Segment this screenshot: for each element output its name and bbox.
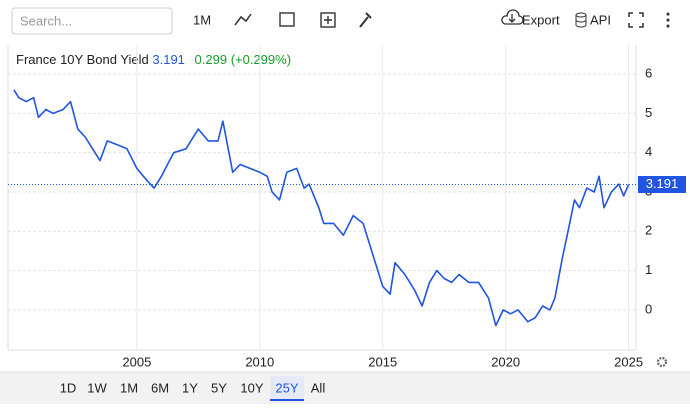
range-button[interactable]: 6M (151, 380, 169, 395)
y-tick-label: 1 (645, 262, 652, 277)
last-value-badge-label: 3.191 (646, 176, 679, 191)
api-icon-body (575, 15, 587, 28)
chart-header: France 10Y Bond Yield 3.191 0.299 (+0.29… (16, 52, 291, 67)
range-button[interactable]: 1W (87, 380, 107, 395)
search-box[interactable] (11, 7, 173, 35)
x-tick-label: 2015 (368, 354, 397, 369)
range-button[interactable]: 5Y (211, 380, 227, 395)
x-tick-label: 2005 (122, 354, 151, 369)
range-button[interactable]: 1Y (182, 380, 198, 395)
change: 0.299 (+0.299%) (195, 52, 291, 67)
search-placeholder: Search... (20, 13, 72, 28)
y-tick-label: 0 (645, 301, 652, 316)
y-tick-label: 2 (645, 223, 652, 238)
active-range-bg (270, 376, 304, 400)
chart-type-icon[interactable] (234, 13, 252, 26)
range-button[interactable]: 10Y (240, 380, 263, 395)
indicator-icon[interactable] (320, 12, 336, 28)
fullscreen-icon[interactable] (628, 12, 644, 28)
x-tick-label: 2025 (614, 354, 643, 369)
calendar-icon[interactable] (279, 12, 295, 27)
tools-icon[interactable] (359, 12, 372, 28)
plus-icon (324, 16, 332, 24)
range-button[interactable]: 1D (60, 380, 77, 395)
range-button[interactable]: All (311, 380, 326, 395)
y-tick-label: 6 (645, 66, 652, 81)
export-button[interactable]: Export (522, 12, 560, 27)
price-line (13, 89, 630, 327)
y-tick-label: 4 (645, 144, 652, 159)
y-tick-label: 5 (645, 105, 652, 120)
interval-button[interactable]: 1M (193, 12, 211, 27)
settings-icon[interactable] (656, 356, 668, 368)
x-tick-label: 2010 (245, 354, 274, 369)
chart-title: France 10Y Bond Yield (16, 52, 149, 67)
range-button[interactable]: 25Y (275, 380, 298, 395)
range-button[interactable]: 1M (120, 380, 138, 395)
last-value: 3.191 (152, 52, 185, 67)
x-tick-label: 2020 (491, 354, 520, 369)
api-button[interactable]: API (590, 12, 611, 27)
export-icon[interactable] (501, 9, 524, 25)
last-value-badge (638, 175, 686, 193)
range-bar (0, 372, 690, 404)
